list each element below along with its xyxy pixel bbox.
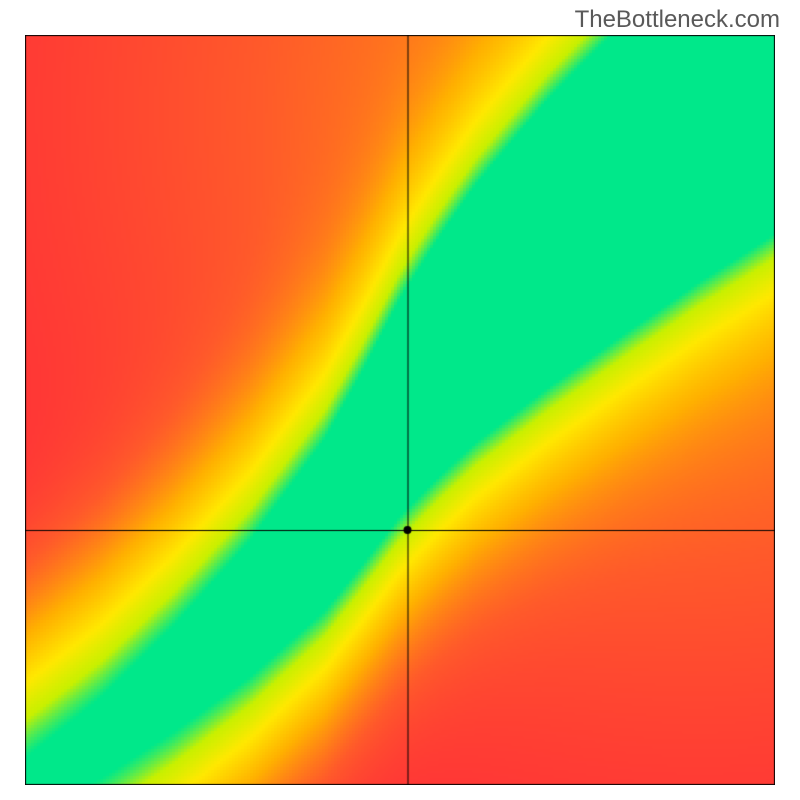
watermark-text: TheBottleneck.com [575,6,780,34]
heatmap-canvas [25,35,775,785]
chart-container: TheBottleneck.com [0,0,800,800]
plot-area [25,35,775,785]
